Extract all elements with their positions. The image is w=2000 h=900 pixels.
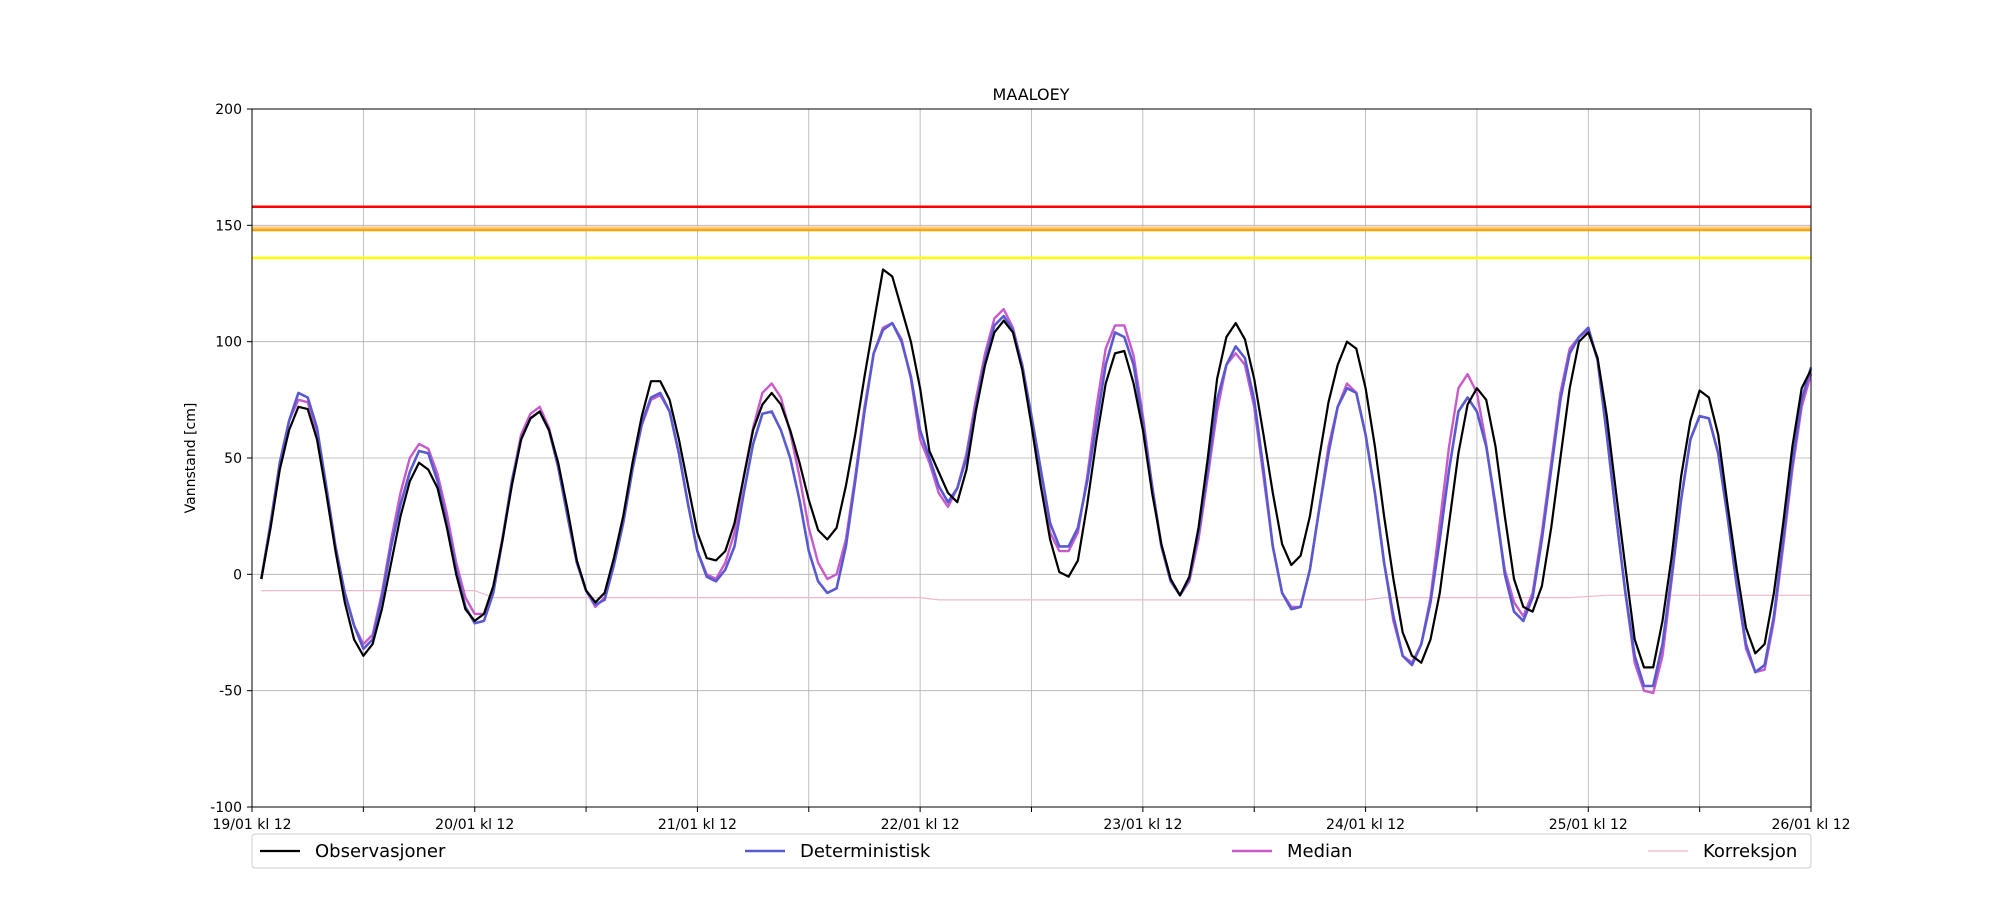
y-tick-label: 0 <box>233 567 242 583</box>
x-tick-label: 26/01 kl 12 <box>1771 817 1850 833</box>
y-axis: -100 -50 0 50 100 150 200 <box>210 102 252 816</box>
x-tick-label: 21/01 kl 12 <box>658 817 737 833</box>
x-tick-label: 25/01 kl 12 <box>1549 817 1628 833</box>
legend: Observasjoner Deterministisk Median Korreks… <box>251 833 1812 869</box>
y-tick-label: 150 <box>215 218 242 234</box>
legend-label: Korreksjon <box>1703 841 1797 862</box>
chart-title: MAALOEY <box>993 85 1070 104</box>
series-line-observasjoner <box>260 268 1812 669</box>
x-tick-label: 22/01 kl 12 <box>881 817 960 833</box>
series-line-median <box>260 307 1813 695</box>
y-tick-label: 50 <box>224 451 242 467</box>
x-axis: 19/01 kl 12 20/01 kl 12 21/01 kl 12 22/01 k… <box>212 807 1851 833</box>
series-line-korreksjon <box>261 589 1811 601</box>
y-tick-label: 100 <box>215 335 242 351</box>
y-tick-label: -100 <box>210 800 242 816</box>
legend-label: Deterministisk <box>800 841 931 862</box>
legend-frame <box>251 833 1812 869</box>
threshold-lines <box>252 205 1811 260</box>
y-tick-label: 200 <box>215 102 242 118</box>
legend-label: Observasjoner <box>315 841 446 862</box>
x-tick-label: 24/01 kl 12 <box>1326 817 1405 833</box>
y-tick-label: -50 <box>219 684 242 700</box>
grid-lines <box>251 108 1812 808</box>
x-tick-label: 20/01 kl 12 <box>435 817 514 833</box>
series-lines <box>260 268 1813 695</box>
series-line-deterministisk <box>260 314 1813 688</box>
x-tick-label: 23/01 kl 12 <box>1103 817 1182 833</box>
legend-label: Median <box>1287 841 1352 862</box>
y-axis-label: Vannstand [cm] <box>183 403 199 514</box>
x-tick-label: 19/01 kl 12 <box>212 817 291 833</box>
